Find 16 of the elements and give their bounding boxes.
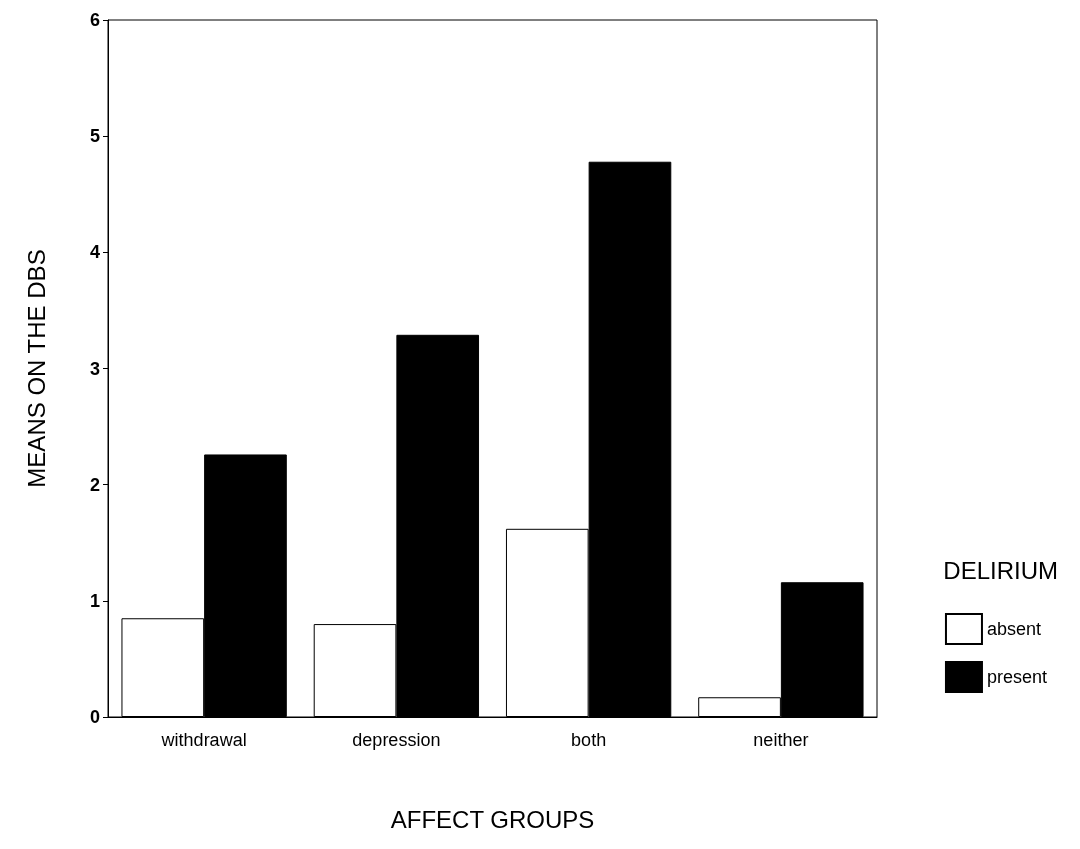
x-tick-label: neither bbox=[753, 730, 809, 750]
x-tick-label: both bbox=[571, 730, 607, 750]
y-tick-label: 6 bbox=[89, 10, 100, 30]
x-tick-label: withdrawal bbox=[160, 730, 247, 750]
legend-label: absent bbox=[986, 619, 1042, 639]
x-axis-title: AFFECT GROUPS bbox=[390, 805, 595, 833]
legend-label: present bbox=[986, 667, 1048, 687]
y-axis-title: MEANS ON THE DBS bbox=[22, 249, 50, 488]
y-tick-label: 2 bbox=[89, 474, 100, 495]
y-tick-label: 5 bbox=[89, 126, 100, 147]
y-tick-label: 1 bbox=[89, 590, 100, 611]
legend-title: DELIRIUM bbox=[943, 556, 1059, 584]
y-tick-label: 3 bbox=[89, 358, 100, 379]
x-tick-label: depression bbox=[352, 730, 441, 750]
y-tick-label: 0 bbox=[89, 707, 100, 727]
y-tick-label: 4 bbox=[89, 242, 100, 263]
